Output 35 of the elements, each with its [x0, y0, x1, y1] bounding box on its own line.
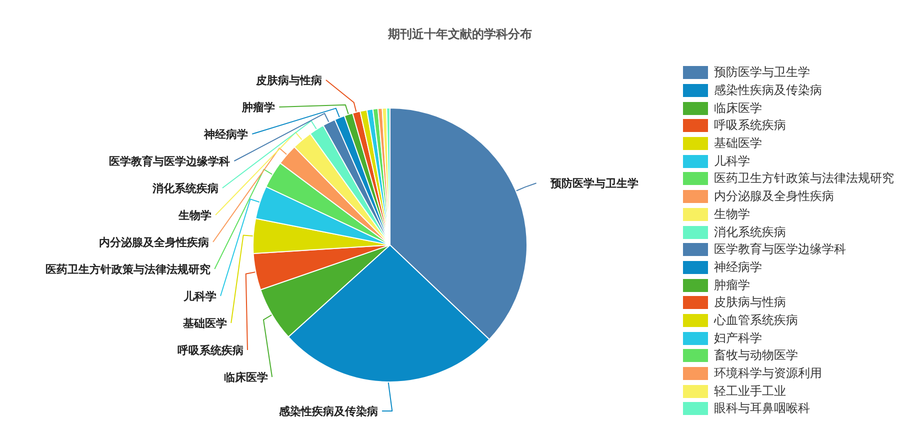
legend-label: 基础医学: [714, 135, 762, 152]
legend-label: 轻工业手工业: [714, 382, 786, 400]
slice-label: 生物学: [178, 209, 212, 222]
legend-label: 畜牧与动物医学: [714, 347, 798, 364]
chart-title: 期刊近十年文献的学科分布: [387, 27, 532, 41]
legend-label: 生物学: [714, 206, 750, 223]
legend-label: 预防医学与卫生学: [549, 177, 638, 190]
legend-label: 皮肤病与性病: [714, 294, 786, 312]
legend-label: 医药卫生方针政策与法律法规研究: [714, 170, 894, 188]
slice-label: 皮肤病与性病: [254, 74, 322, 87]
legend-label: 环境科学与资源利用: [714, 365, 822, 382]
slice-label: 儿科学: [182, 290, 217, 303]
slice-label: 医学教育与医学边缘学科: [109, 155, 230, 168]
legend-label: 心血管系统疾病: [714, 312, 798, 329]
slice-label: 神经病学: [203, 128, 248, 141]
legend-label: 眼科与耳鼻咽喉科: [714, 400, 810, 418]
slice-label: 呼吸系统疾病: [178, 344, 244, 357]
legend-label: 医学教育与医学边缘学科: [714, 241, 846, 258]
slice-label: 基础医学: [182, 317, 228, 330]
legend-label: 消化系统疾病: [714, 224, 786, 241]
slice-label: 内分泌腺及全身性疾病: [99, 236, 210, 249]
slice-label: 感染性疾病及传染病: [278, 405, 378, 418]
legend-label: 内分泌腺及全身性疾病: [714, 188, 834, 206]
legend-label: 肿瘤学: [714, 276, 750, 294]
legend-label: 临床医学: [714, 100, 762, 117]
legend-label: 呼吸系统疾病: [714, 117, 786, 134]
legend-label: 神经病学: [714, 258, 762, 276]
slice-label: 医药卫生方针政策与法律法规研究: [46, 263, 211, 276]
slice-label: 消化系统疾病: [151, 182, 218, 195]
slice-label: 临床医学: [224, 371, 268, 384]
legend-label: 儿科学: [714, 152, 750, 170]
category-label: 预防医学与卫生学: [714, 65, 810, 80]
slice-label: 肿瘤学: [241, 101, 276, 114]
legend-label: 感染性疾病及传染病: [714, 82, 822, 100]
legend-label: 妇产科学: [714, 330, 762, 347]
